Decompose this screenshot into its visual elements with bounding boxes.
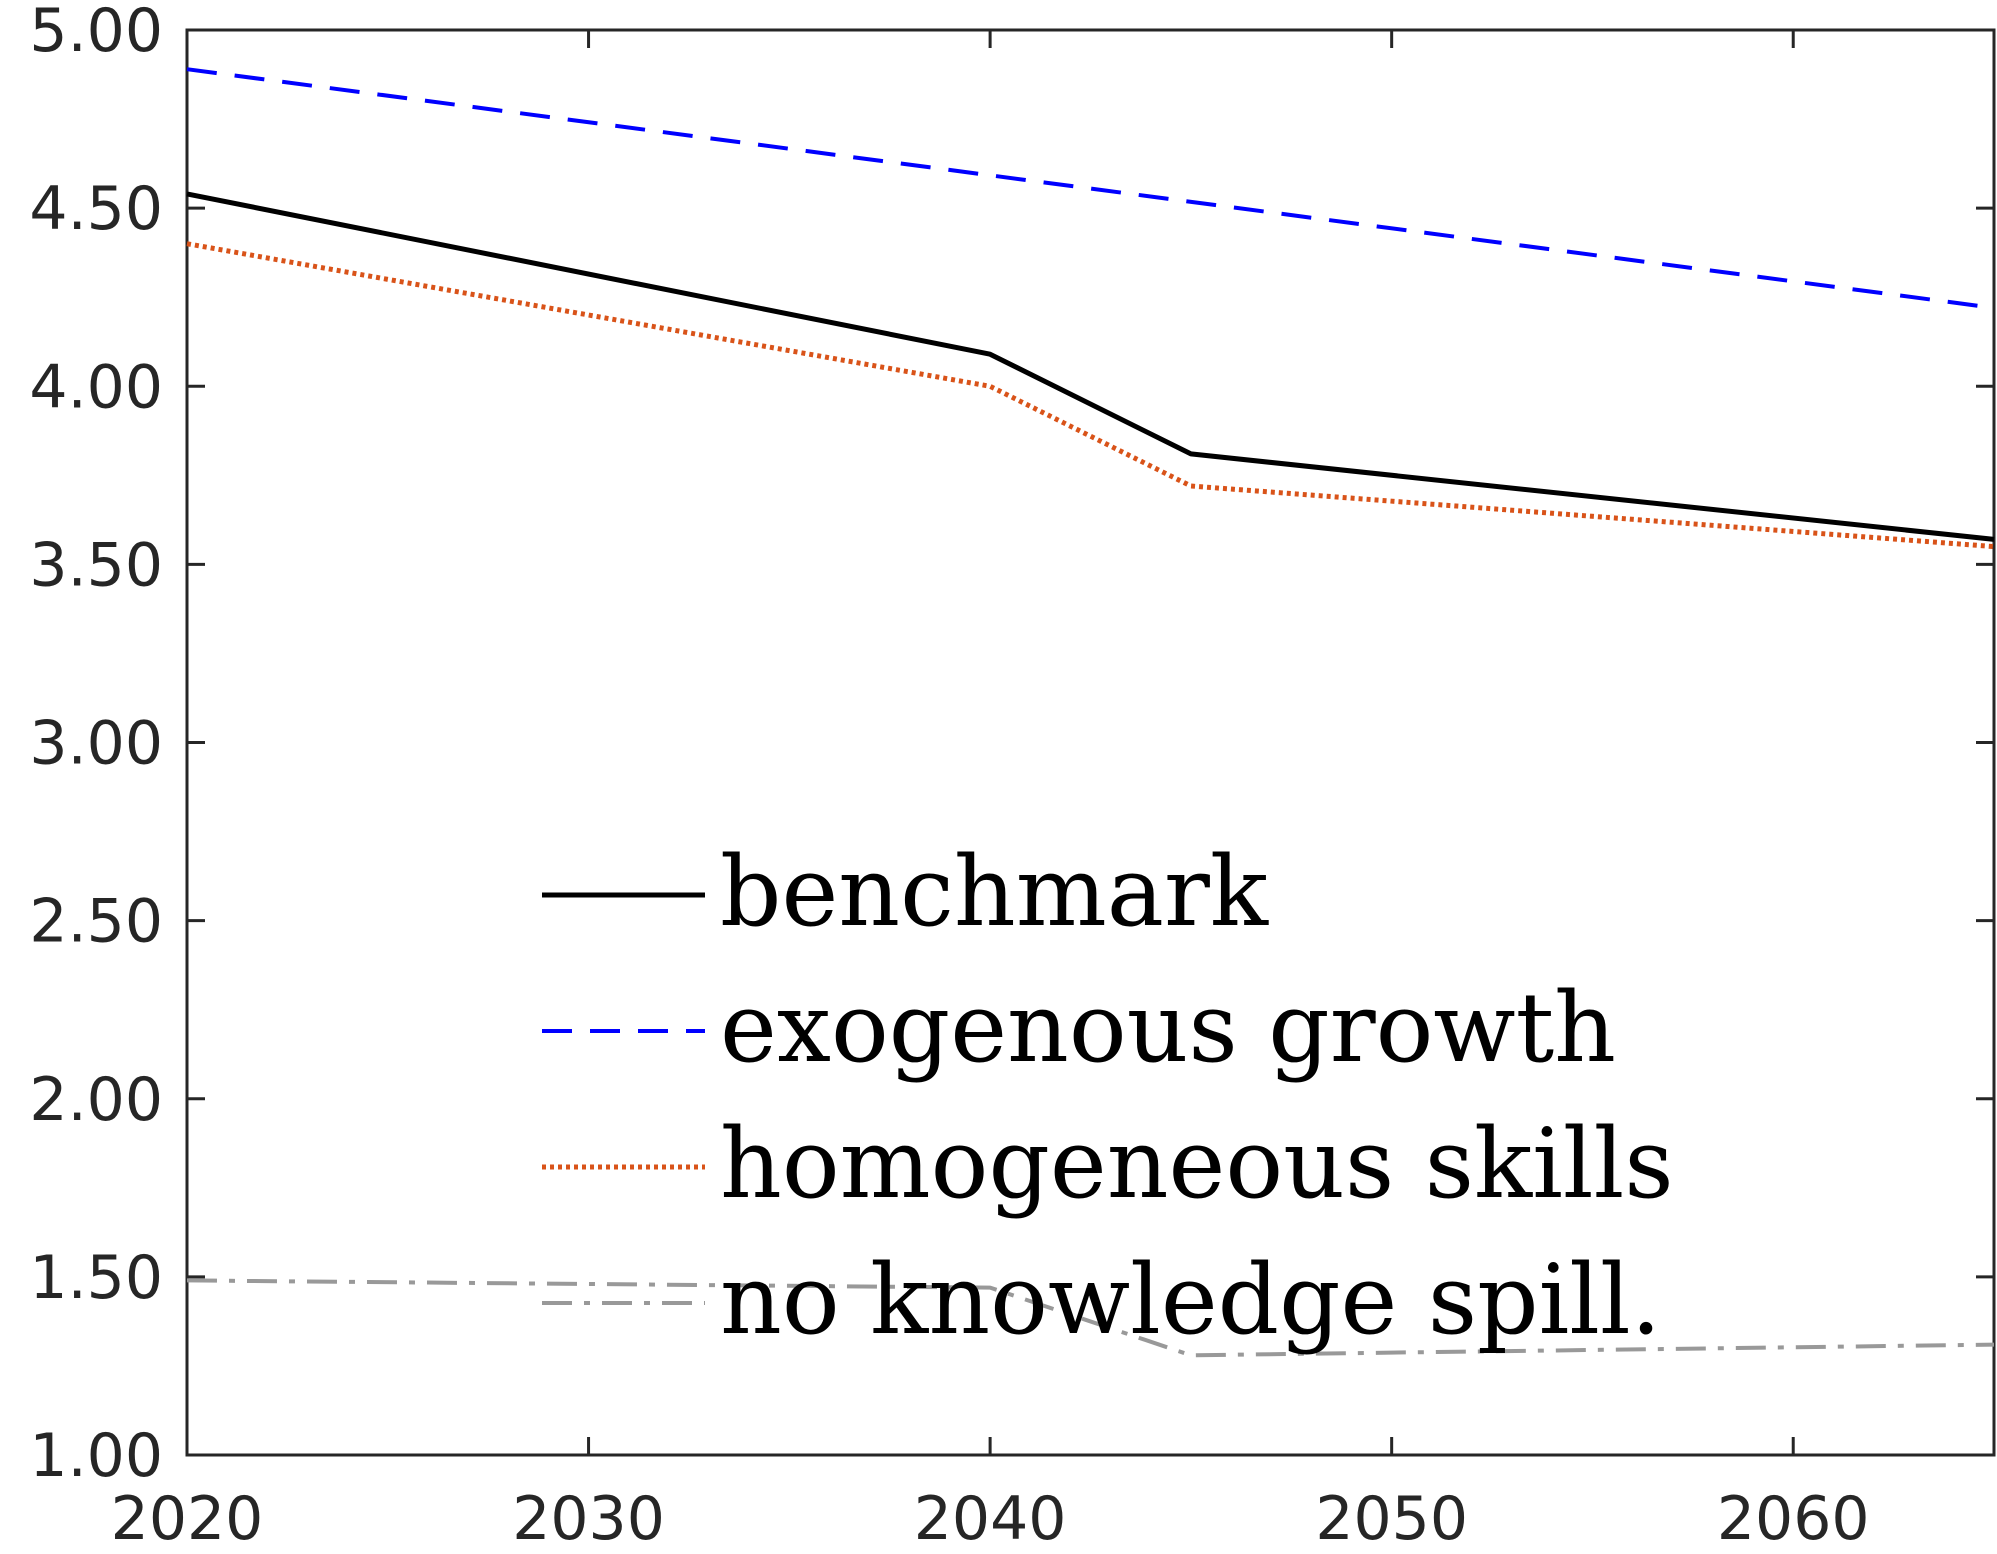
y-tick-label: 3.00 <box>29 709 163 779</box>
x-tick-label: 2020 <box>111 1484 264 1554</box>
series-line-0 <box>186 191 1995 542</box>
y-tick-label: 2.50 <box>29 887 163 957</box>
y-tick-label: 1.00 <box>29 1421 163 1491</box>
legend-label: homogeneous skills <box>720 1108 1674 1220</box>
y-tick-label: 1.50 <box>29 1243 163 1313</box>
legend-label: exogenous growth <box>720 972 1616 1084</box>
series-layer <box>186 67 1995 1358</box>
x-tick-label: 2060 <box>1717 1484 1870 1554</box>
plot-area <box>185 28 1996 1457</box>
series-line-1 <box>186 67 1995 310</box>
y-tick-label: 5.00 <box>29 0 163 66</box>
y-tick-label: 4.50 <box>29 174 163 244</box>
legend: benchmark exogenous growth homogeneous ski… <box>542 836 1674 1356</box>
legend-label: benchmark <box>720 836 1269 948</box>
y-tick-label: 2.00 <box>29 1065 163 1135</box>
series-line-3 <box>186 1278 1995 1358</box>
x-tick-label: 2030 <box>512 1484 665 1554</box>
x-tick-label: 2040 <box>914 1484 1067 1554</box>
series-line-2 <box>186 241 1995 550</box>
x-tick-label: 2050 <box>1315 1484 1468 1554</box>
y-tick-label: 4.00 <box>29 352 163 422</box>
y-tick-label: 3.50 <box>29 530 163 600</box>
axis-ticks: 2020 2030 2040 2050 2060 1.00 1.50 2.00 2.50 3.00… <box>29 0 1994 1554</box>
legend-label: no knowledge spill. <box>720 1244 1661 1356</box>
